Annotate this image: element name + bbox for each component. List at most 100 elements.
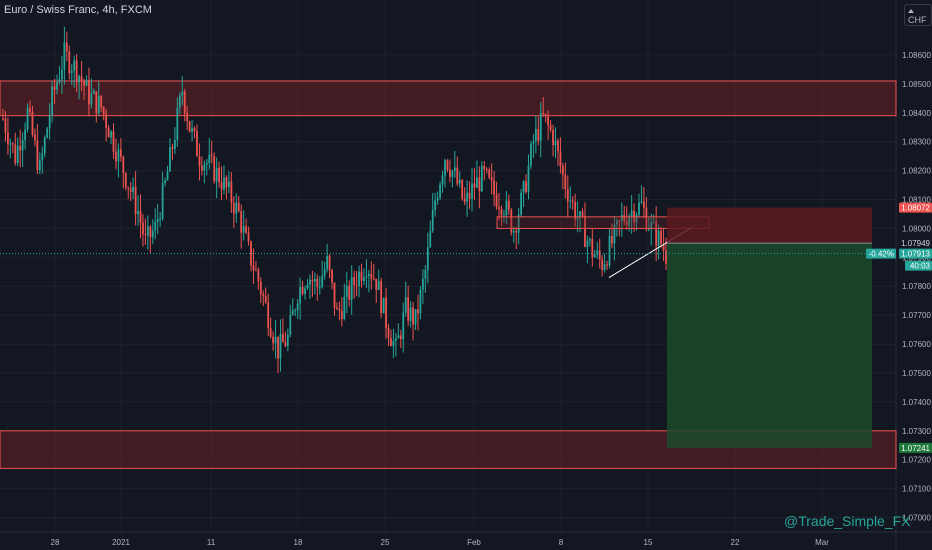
candle-body [88,79,90,105]
candle-body [159,218,162,220]
candle-body [313,278,316,282]
candle-body [542,113,545,115]
candle-body [29,108,31,112]
candle-body [436,197,439,201]
candle-body [267,302,270,329]
candle-body [601,259,604,271]
candle-body [127,187,130,189]
candle-body [318,286,321,288]
candle-body [289,315,292,335]
candle-body [144,234,147,236]
candle-body [539,113,542,141]
candle-body [311,279,314,282]
x-tick-label: 8 [559,538,564,547]
candle-body [569,200,572,202]
candle-body [431,210,434,231]
candle-body [419,289,422,314]
candle-body [382,297,385,314]
candle-body [544,113,547,117]
candle-body [387,328,390,339]
candle-body [107,127,110,138]
candle-body [100,96,103,108]
candle-body [372,278,375,280]
candle-body [557,140,559,152]
candle-countdown-tag: 40:03 [910,262,931,271]
candle-body [611,235,613,244]
candle-body [4,118,7,133]
candle-body [449,169,451,177]
candle-body [520,192,523,215]
candle-body [451,171,454,177]
candle-body [213,156,216,182]
candle-body [480,165,483,192]
candle-body [230,181,233,204]
candle-body [92,91,95,94]
candle-body [61,69,63,80]
candle-body [164,180,166,184]
candle-body [286,334,289,347]
candle-body [7,132,9,145]
candle-body [399,335,402,340]
candle-body [485,168,488,170]
candle-body [343,296,346,320]
candle-body [478,177,481,192]
candle-body [640,201,643,203]
candle-body [102,107,105,115]
candle-body [537,129,540,141]
y-tick-label: 1.08300 [902,138,931,147]
candle-body [41,153,44,161]
candle-body [97,96,100,114]
candle-body [407,297,410,321]
candle-body [390,338,392,346]
symbol-title: Euro / Swiss Franc, 4h, FXCM [4,4,152,16]
candle-body [446,160,449,170]
y-tick-label: 1.08500 [902,80,931,89]
candle-body [110,131,112,138]
candle-body [522,181,525,193]
stop-price-tag-bg [899,202,932,213]
x-tick-label: 22 [731,538,740,547]
y-tick-label: 1.08400 [902,109,931,118]
candle-body [146,226,149,236]
candle-body [326,255,329,269]
candle-body [655,222,658,246]
author-watermark: @Trade_Simple_FX [784,513,911,529]
candle-body [178,95,181,108]
candle-body [193,128,196,132]
candle-body [429,230,432,248]
candle-body [584,216,586,247]
currency-selector[interactable]: CHF [904,4,932,26]
candle-body [24,129,26,140]
candle-body [588,239,591,241]
candle-body [203,164,206,171]
candle-body [552,129,554,146]
candle-body [269,328,272,337]
candle-body [534,129,537,142]
candle-body [173,139,176,149]
candle-body [645,207,648,230]
x-tick-label: 25 [381,538,390,547]
candle-body [11,143,14,145]
candle-body [495,194,498,208]
candle-body [220,182,223,190]
y-tick-label: 1.07400 [902,398,931,407]
candle-body [186,112,189,122]
candle-body [171,147,174,149]
candle-body [284,342,287,347]
price-change-tag-bg [866,248,896,259]
candle-body [363,277,365,281]
y-tick-label: 1.08200 [902,167,931,176]
candle-body [43,137,46,154]
candle-body [250,241,252,266]
candle-body [463,198,466,202]
candle-body [547,116,550,126]
candle-body [471,183,473,199]
candle-body [124,173,127,188]
candle-body [338,309,341,311]
candle-body [225,177,228,188]
candle-body [274,336,277,344]
candle-body [515,231,518,233]
candle-body [468,192,471,199]
candle-body [31,111,34,135]
